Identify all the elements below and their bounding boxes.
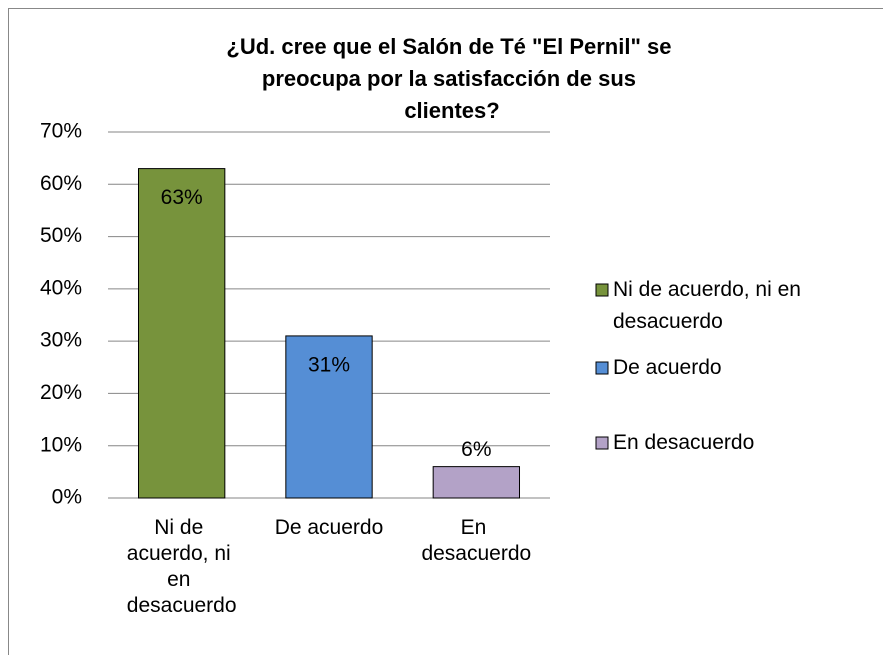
bar [137, 168, 226, 499]
y-tick-label: 20% [40, 381, 82, 404]
y-tick-label: 60% [40, 172, 82, 195]
y-tick-label: 50% [40, 224, 82, 247]
legend-swatch [595, 436, 609, 450]
data-label: 63% [161, 186, 203, 209]
data-label: 31% [308, 353, 350, 376]
data-label: 6% [461, 438, 491, 461]
legend-swatch [595, 283, 609, 297]
y-tick-label: 40% [40, 276, 82, 299]
x-tick-label: De acuerdo [275, 516, 384, 539]
y-tick-label: 10% [40, 433, 82, 456]
y-tick-label: 70% [40, 120, 82, 143]
x-tick-label: Ni de acuerdo, ni en desacuerdo [127, 516, 237, 617]
x-tick-label: En desacuerdo [421, 516, 531, 565]
legend-label: En desacuerdo [613, 431, 754, 454]
bar [432, 466, 521, 499]
chart-title: ¿Ud. cree que el Salón de Té "El Pernil"… [226, 34, 677, 123]
legend-label: De acuerdo [613, 356, 722, 379]
y-tick-label: 0% [52, 486, 82, 509]
legend-label: Ni de acuerdo, ni en desacuerdo [613, 278, 807, 333]
bar [285, 335, 373, 499]
y-tick-label: 30% [40, 329, 82, 352]
legend-swatch [595, 361, 609, 375]
